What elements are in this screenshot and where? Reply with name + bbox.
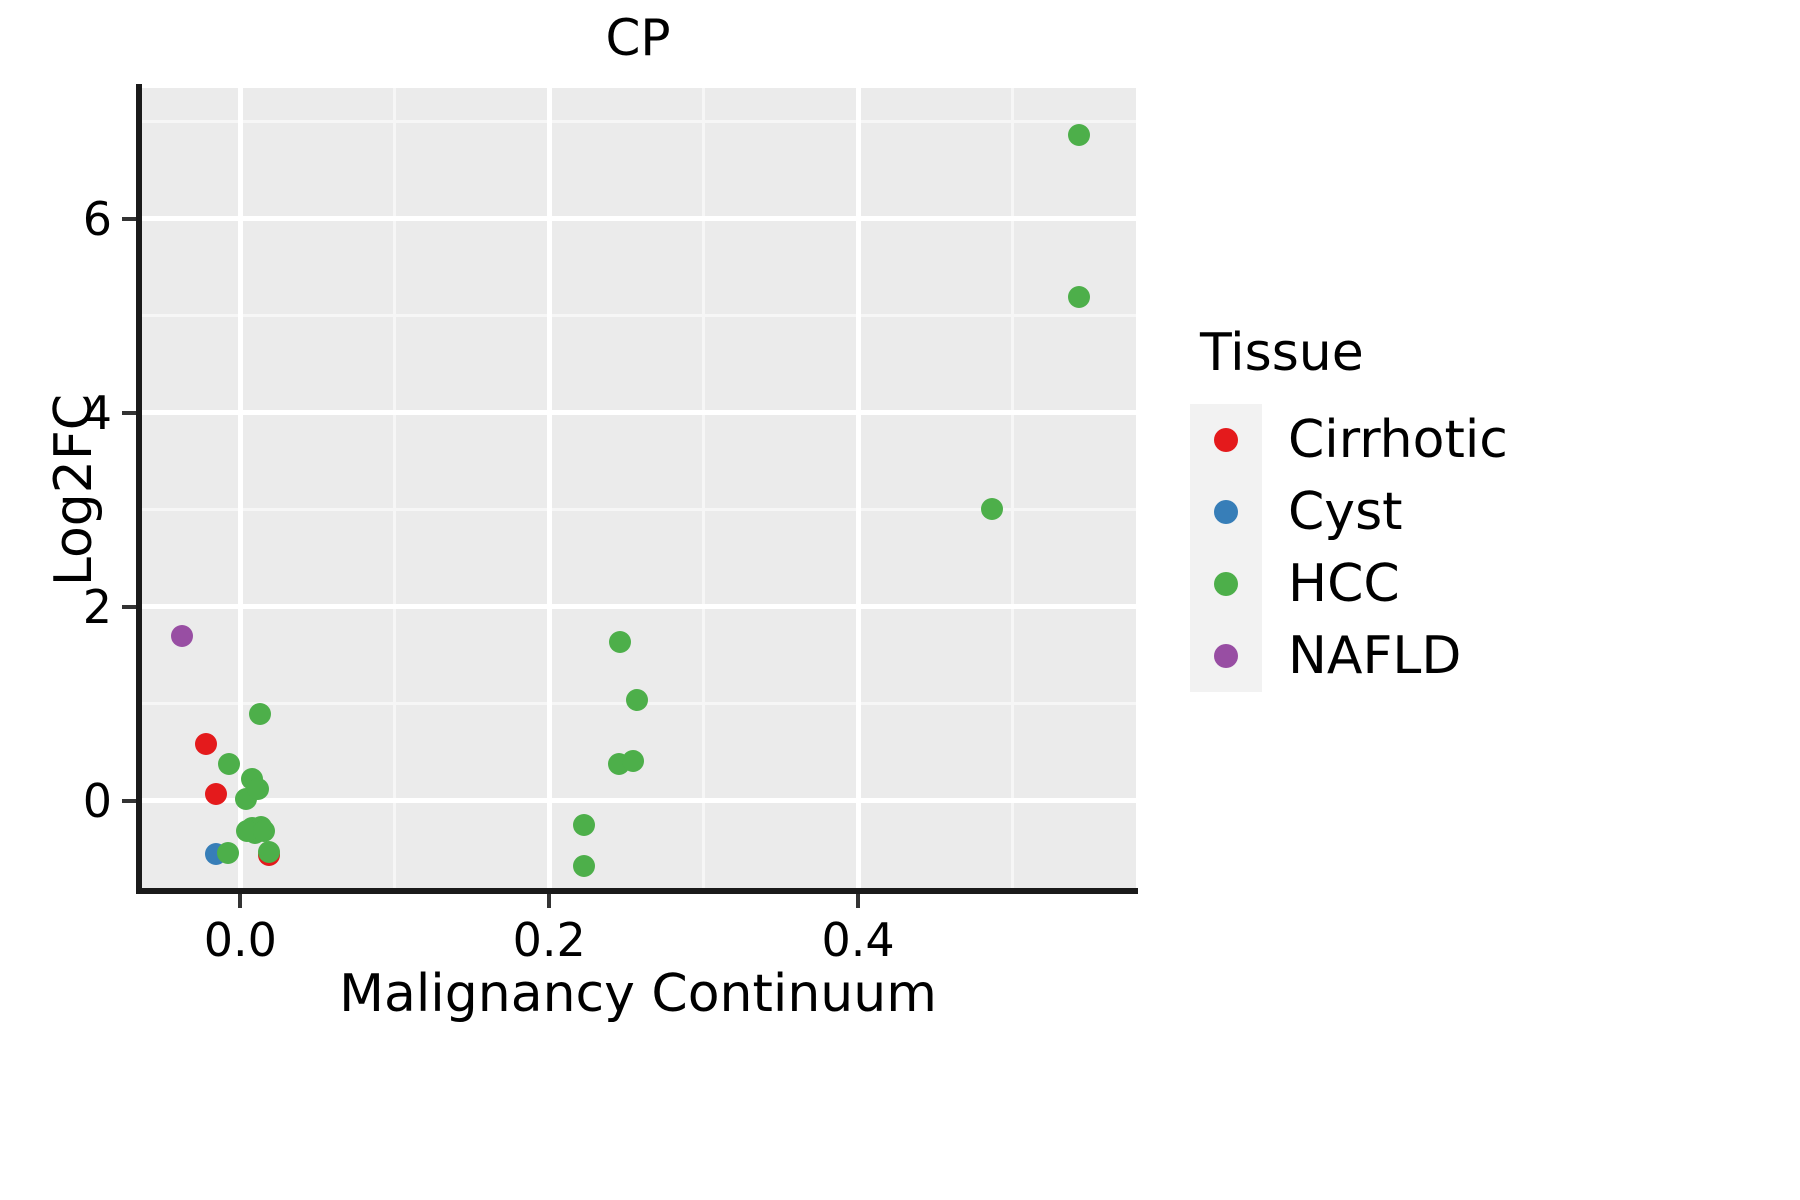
data-point bbox=[609, 630, 632, 653]
legend-key-swatch bbox=[1190, 620, 1262, 692]
y-tick-label: 0 bbox=[82, 773, 112, 828]
page-title: CP bbox=[605, 9, 671, 67]
y-tick-mark bbox=[122, 798, 136, 803]
y-tick-mark bbox=[122, 216, 136, 221]
legend-item-label: NAFLD bbox=[1288, 626, 1462, 686]
gridline-major-horizontal bbox=[140, 410, 1136, 416]
x-tick-mark bbox=[238, 894, 243, 908]
legend-item-nafld[interactable]: NAFLD bbox=[1190, 620, 1750, 692]
data-point bbox=[1067, 123, 1090, 146]
y-tick-label: 2 bbox=[82, 579, 112, 634]
legend-title: Tissue bbox=[1200, 323, 1364, 383]
x-tick-label: 0.4 bbox=[821, 913, 895, 967]
x-tick-label: 0.0 bbox=[203, 913, 277, 967]
data-point bbox=[217, 752, 240, 775]
data-point bbox=[572, 854, 595, 877]
x-tick-mark bbox=[856, 894, 861, 908]
gridline-minor-vertical bbox=[1010, 88, 1014, 890]
legend-dot-icon bbox=[1214, 500, 1238, 524]
gridline-major-horizontal bbox=[140, 216, 1136, 222]
gridline-minor-vertical bbox=[702, 88, 706, 890]
x-tick-label: 0.2 bbox=[512, 913, 586, 967]
data-point bbox=[257, 841, 280, 864]
data-point bbox=[194, 732, 217, 755]
gridline-major-horizontal bbox=[140, 604, 1136, 610]
legend-key-swatch bbox=[1190, 476, 1262, 548]
y-tick-mark bbox=[122, 604, 136, 609]
data-point bbox=[171, 624, 194, 647]
y-tick-label: 6 bbox=[82, 191, 112, 246]
x-tick-mark bbox=[547, 894, 552, 908]
legend-item-label: Cirrhotic bbox=[1288, 410, 1508, 470]
data-point bbox=[248, 703, 271, 726]
data-point bbox=[253, 819, 276, 842]
data-point bbox=[247, 778, 270, 801]
legend-item-label: Cyst bbox=[1288, 482, 1403, 542]
gridline-major-vertical bbox=[546, 88, 552, 890]
y-tick-label: 4 bbox=[82, 385, 112, 440]
y-axis-label: Log2FC bbox=[44, 393, 104, 587]
data-point bbox=[981, 497, 1004, 520]
gridline-minor-horizontal bbox=[140, 120, 1136, 124]
legend-item-cyst[interactable]: Cyst bbox=[1190, 476, 1750, 548]
legend-item-hcc[interactable]: HCC bbox=[1190, 548, 1750, 620]
legend-dot-icon bbox=[1214, 644, 1238, 668]
legend: Tissue Cirrhotic Cyst HCC NAFLD bbox=[1190, 322, 1750, 692]
data-point bbox=[572, 814, 595, 837]
gridline-major-vertical bbox=[855, 88, 861, 890]
legend-items: Cirrhotic Cyst HCC NAFLD bbox=[1190, 404, 1750, 692]
data-point bbox=[205, 782, 228, 805]
legend-dot-icon bbox=[1214, 572, 1238, 596]
y-axis-line bbox=[136, 84, 142, 894]
gridline-major-vertical bbox=[237, 88, 243, 890]
legend-key-swatch bbox=[1190, 404, 1262, 476]
gridline-minor-horizontal bbox=[140, 314, 1136, 318]
legend-key-swatch bbox=[1190, 548, 1262, 620]
data-point bbox=[1067, 286, 1090, 309]
y-tick-mark bbox=[122, 410, 136, 415]
legend-item-cirrhotic[interactable]: Cirrhotic bbox=[1190, 404, 1750, 476]
legend-item-label: HCC bbox=[1288, 554, 1400, 614]
data-point bbox=[217, 842, 240, 865]
gridline-minor-vertical bbox=[393, 88, 397, 890]
data-point bbox=[626, 688, 649, 711]
data-point bbox=[621, 750, 644, 773]
x-axis-line bbox=[136, 888, 1138, 894]
plot-panel bbox=[140, 88, 1136, 890]
gridline-major-horizontal bbox=[140, 798, 1136, 804]
data-point bbox=[236, 819, 259, 842]
legend-dot-icon bbox=[1214, 428, 1238, 452]
gridline-minor-horizontal bbox=[140, 508, 1136, 512]
x-axis-label: Malignancy Continuum bbox=[339, 964, 937, 1024]
